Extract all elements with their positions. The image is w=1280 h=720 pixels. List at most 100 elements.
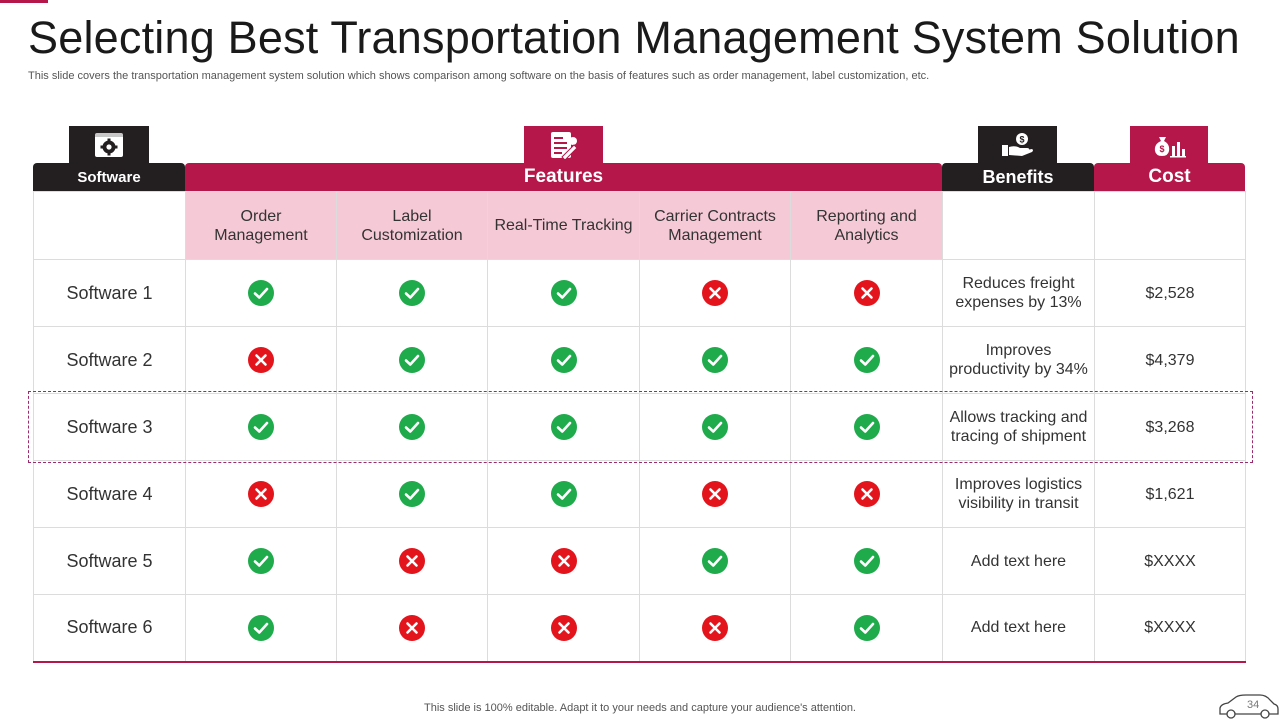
empty-cell	[942, 191, 1095, 260]
feature-supported-cell	[790, 594, 943, 663]
feature-column-header: Carrier Contracts Management	[639, 191, 791, 260]
feature-unsupported-cell	[185, 326, 337, 394]
header-features: Features	[185, 163, 942, 191]
feature-supported-cell	[336, 393, 488, 461]
feature-supported-cell	[336, 460, 488, 528]
cost-cell: $3,268	[1094, 393, 1246, 461]
feature-column-header: Label Customization	[336, 191, 488, 260]
header-software: Software	[33, 163, 185, 191]
check-icon	[550, 481, 577, 507]
feature-unsupported-cell	[487, 594, 640, 663]
feature-supported-cell	[185, 527, 337, 595]
software-name: Software 2	[33, 326, 186, 394]
feature-supported-cell	[487, 326, 640, 394]
feature-supported-cell	[639, 527, 791, 595]
empty-cell	[1094, 191, 1246, 260]
feature-supported-cell	[487, 393, 640, 461]
comparison-table: Order Management Label Customization Rea…	[33, 191, 1246, 663]
accent-bar	[0, 0, 48, 3]
feature-supported-cell	[487, 460, 640, 528]
feature-unsupported-cell	[336, 594, 488, 663]
feature-supported-cell	[790, 326, 943, 394]
feature-supported-cell	[790, 393, 943, 461]
software-name: Software 4	[33, 460, 186, 528]
cost-cell: $2,528	[1094, 259, 1246, 327]
cost-cell: $4,379	[1094, 326, 1246, 394]
software-name: Software 5	[33, 527, 186, 595]
check-icon	[399, 414, 425, 440]
feature-header-row: Order Management Label Customization Rea…	[33, 191, 1246, 260]
check-icon	[853, 347, 880, 373]
check-icon	[853, 414, 880, 440]
check-icon	[550, 414, 577, 440]
check-icon	[702, 548, 728, 574]
car-icon	[1219, 694, 1279, 719]
cost-cell: $XXXX	[1094, 527, 1246, 595]
cost-cell: $XXXX	[1094, 594, 1246, 663]
feature-unsupported-cell	[790, 460, 943, 528]
table-row: Software 3 Allows tracking and tracing of…	[33, 393, 1246, 461]
cross-icon	[702, 614, 728, 641]
cross-icon	[702, 481, 728, 507]
feature-unsupported-cell	[639, 594, 791, 663]
check-icon	[550, 347, 577, 373]
feature-unsupported-cell	[185, 460, 337, 528]
check-icon	[248, 614, 274, 641]
feature-column-header: Reporting and Analytics	[790, 191, 943, 260]
benefit-cell: Reduces freight expenses by 13%	[942, 259, 1095, 327]
software-tab	[69, 126, 149, 163]
svg-text:$: $	[1019, 134, 1024, 144]
cost-tab: $	[1130, 126, 1208, 163]
feature-unsupported-cell	[790, 259, 943, 327]
benefit-cell: Add text here	[942, 594, 1095, 663]
header-benefits: Benefits	[942, 163, 1094, 191]
cross-icon	[550, 548, 577, 574]
software-name: Software 3	[33, 393, 186, 461]
cross-icon	[399, 614, 425, 641]
cost-cell: $1,621	[1094, 460, 1246, 528]
software-name: Software 6	[33, 594, 186, 663]
feature-supported-cell	[639, 326, 791, 394]
feature-unsupported-cell	[639, 460, 791, 528]
feature-supported-cell	[639, 393, 791, 461]
feature-column-header: Real-Time Tracking	[487, 191, 640, 260]
features-tab	[524, 126, 603, 163]
feature-unsupported-cell	[487, 527, 640, 595]
software-name: Software 1	[33, 259, 186, 327]
feature-supported-cell	[185, 393, 337, 461]
page-title: Selecting Best Transportation Management…	[28, 12, 1240, 63]
hand-money-icon: $	[1001, 132, 1033, 156]
footer-note: This slide is 100% editable. Adapt it to…	[424, 702, 856, 714]
feature-unsupported-cell	[639, 259, 791, 327]
check-icon	[702, 347, 728, 373]
benefit-cell: Improves logistics visibility in transit	[942, 460, 1095, 528]
cross-icon	[550, 614, 577, 641]
check-icon	[399, 280, 425, 306]
check-icon	[248, 280, 274, 306]
cross-icon	[853, 481, 880, 507]
check-icon	[853, 548, 880, 574]
document-edit-icon	[550, 131, 578, 159]
check-icon	[399, 481, 425, 507]
table-row: Software 4 Improves logistics visibility …	[33, 460, 1246, 528]
benefit-cell: Improves productivity by 34%	[942, 326, 1095, 394]
cross-icon	[248, 481, 274, 507]
check-icon	[248, 414, 274, 440]
svg-text:$: $	[1159, 144, 1164, 154]
feature-supported-cell	[185, 259, 337, 327]
page-number: 34	[1247, 699, 1260, 711]
empty-cell	[33, 191, 186, 260]
benefits-tab: $	[978, 126, 1057, 163]
feature-supported-cell	[336, 259, 488, 327]
feature-supported-cell	[336, 326, 488, 394]
cross-icon	[399, 548, 425, 574]
money-bag-chart-icon: $	[1154, 136, 1186, 157]
table-row: Software 5 Add text here $XXXX	[33, 527, 1246, 595]
benefit-cell: Allows tracking and tracing of shipment	[942, 393, 1095, 461]
feature-column-header: Order Management	[185, 191, 337, 260]
feature-unsupported-cell	[336, 527, 488, 595]
table-row: Software 6 Add text here $XXXX	[33, 594, 1246, 663]
page-subtitle: This slide covers the transportation man…	[28, 70, 930, 82]
feature-supported-cell	[185, 594, 337, 663]
cross-icon	[702, 280, 728, 306]
